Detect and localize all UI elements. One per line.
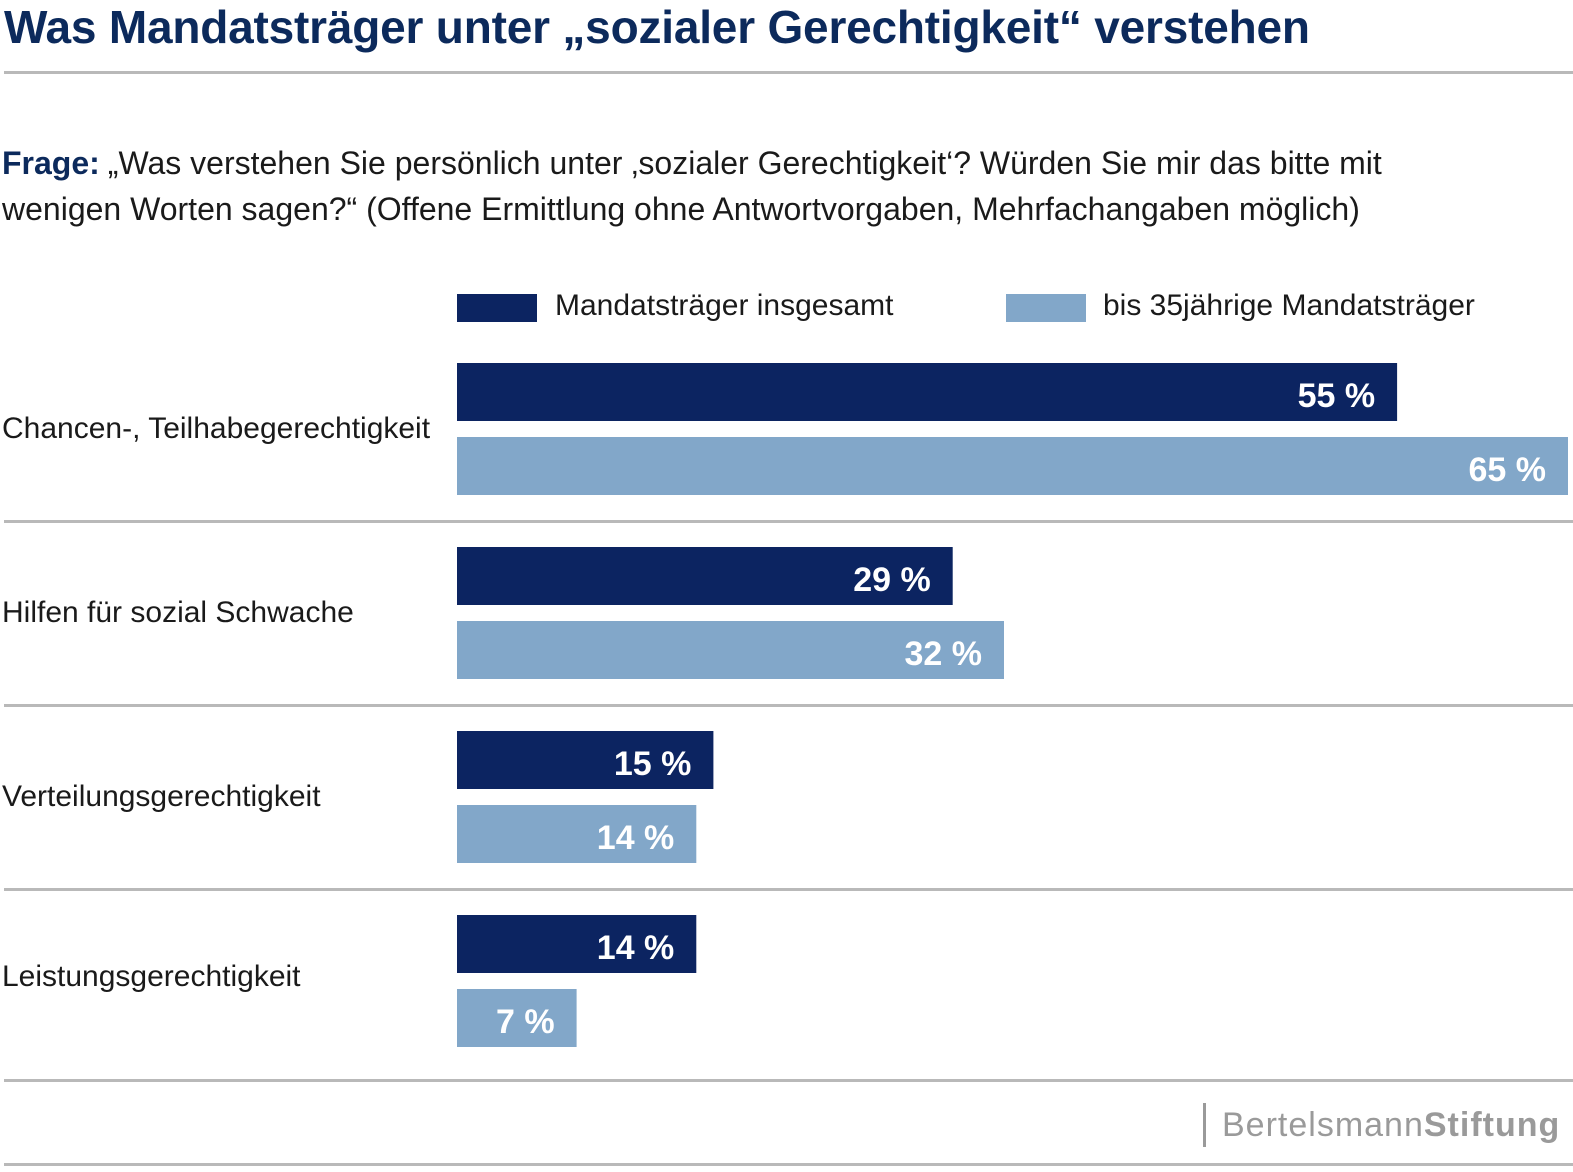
category-label-hilfen: Hilfen für sozial Schwache: [2, 596, 354, 629]
category-label-leistung: Leistungsgerechtigkeit: [2, 960, 301, 993]
bar-series-1-3: [457, 731, 714, 789]
group-divider: [4, 704, 1573, 707]
data-label-series-2-3: 14 %: [597, 819, 675, 857]
legend-swatch-series-2: [1006, 294, 1086, 322]
legend-label-series-2: bis 35jährige Mandatsträger: [1103, 289, 1475, 322]
bar-series-1-1: [457, 363, 1398, 421]
data-label-series-1-1: 55 %: [1298, 377, 1376, 415]
bar-series-2-1: [457, 437, 1568, 495]
bar-series-2-2: [457, 621, 1004, 679]
bar-series-1-4: [457, 915, 697, 973]
data-label-series-1-3: 15 %: [614, 745, 692, 783]
question-text: Frage: „Was verstehen Sie persönlich unte…: [2, 140, 1482, 232]
logo-text-part1: Bertelsmann: [1222, 1106, 1424, 1144]
group-divider: [4, 1079, 1573, 1082]
legend-label-series-1: Mandatsträger insgesamt: [555, 289, 894, 322]
data-label-series-2-4: 7 %: [496, 1003, 555, 1041]
bar-series-2-4: [457, 989, 577, 1047]
data-label-series-2-2: 32 %: [905, 635, 983, 673]
question-label: Frage:: [2, 145, 100, 181]
legend-swatch-series-1: [457, 294, 537, 322]
category-label-chancen: Chancen-, Teilhabegerechtigkeit: [2, 412, 431, 445]
data-label-series-1-2: 29 %: [853, 561, 931, 599]
logo-text-part2: Stiftung: [1423, 1106, 1561, 1144]
chart-title: Was Mandatsträger unter „sozialer Gerech…: [4, 1, 1310, 53]
data-label-series-2-1: 65 %: [1469, 451, 1547, 489]
question-body: „Was verstehen Sie persönlich unter ‚soz…: [2, 145, 1382, 227]
bar-series-2-3: [457, 805, 697, 863]
bertelsmann-stiftung-logo: BertelsmannStiftung: [1203, 1103, 1560, 1147]
footer-divider: [4, 1163, 1573, 1166]
bar-series-1-2: [457, 547, 953, 605]
group-divider: [4, 520, 1573, 523]
group-divider: [4, 888, 1573, 891]
category-label-verteilung: Verteilungsgerechtigkeit: [2, 780, 321, 813]
title-divider: [4, 71, 1573, 74]
data-label-series-1-4: 14 %: [597, 929, 675, 967]
